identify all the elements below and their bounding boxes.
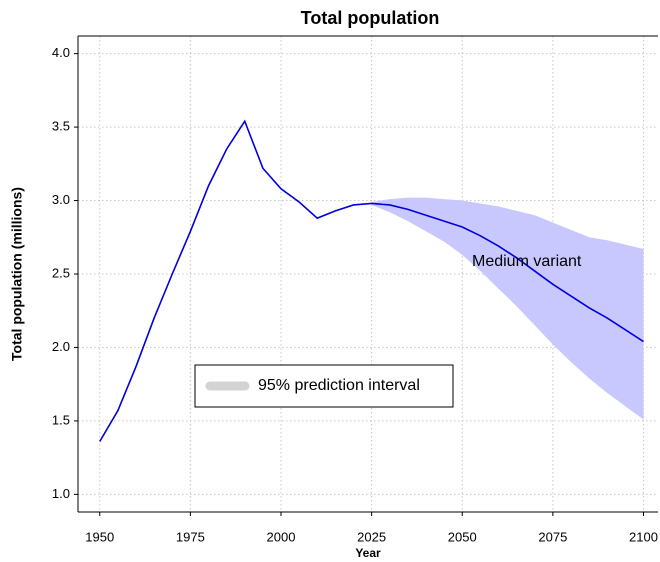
x-tick-label: 2100 [629, 529, 658, 544]
y-tick-label: 1.0 [52, 486, 70, 501]
x-tick-label: 2000 [267, 529, 296, 544]
y-tick-label: 3.5 [52, 119, 70, 134]
x-tick-label: 2025 [357, 529, 386, 544]
x-axis-label: Year [355, 546, 381, 560]
x-tick-label: 2075 [538, 529, 567, 544]
legend-label: 95% prediction interval [258, 377, 420, 394]
chart-title: Total population [301, 8, 440, 28]
series-annotation: Medium variant [472, 253, 582, 270]
series-line [99, 119, 644, 442]
x-tick-label: 2050 [448, 529, 477, 544]
x-tick-label: 1975 [176, 529, 205, 544]
y-tick-label: 2.5 [52, 265, 70, 280]
y-tick-label: 3.0 [52, 192, 70, 207]
y-tick-label: 4.0 [52, 45, 70, 60]
y-axis-label: Total population (millions) [9, 187, 25, 361]
prediction-band [371, 197, 644, 420]
y-tick-label: 2.0 [52, 339, 70, 354]
x-tick-label: 1950 [85, 529, 114, 544]
y-tick-label: 1.5 [52, 412, 70, 427]
